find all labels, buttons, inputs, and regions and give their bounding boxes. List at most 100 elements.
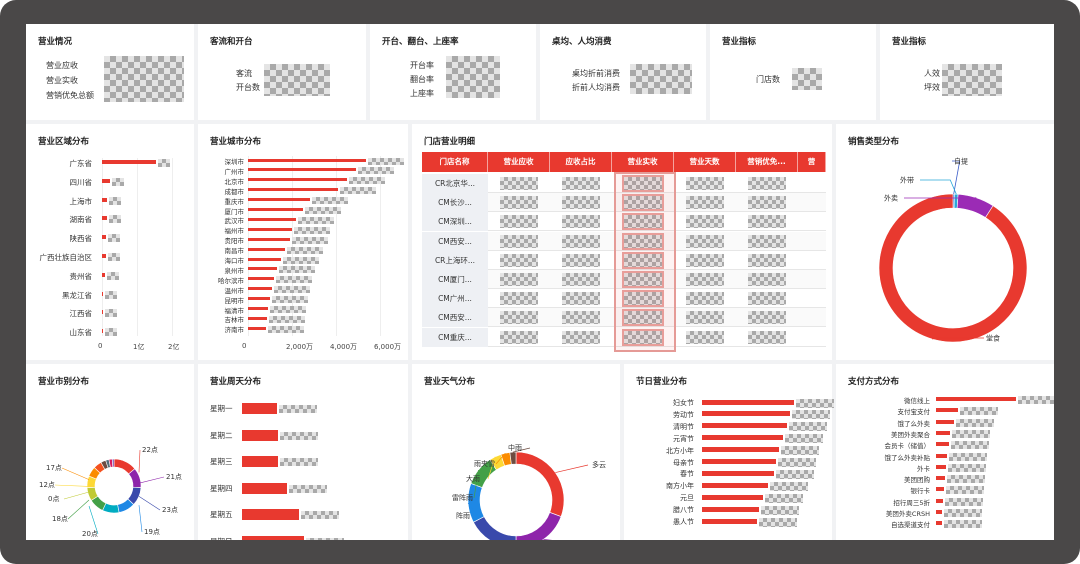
city-bar[interactable]: [248, 188, 339, 192]
column-header[interactable]: 营: [798, 152, 826, 172]
weather-slice[interactable]: [515, 451, 565, 517]
table-row[interactable]: CM重庆...: [422, 327, 826, 347]
table-row[interactable]: CM长沙...: [422, 193, 826, 213]
weather-slice[interactable]: [467, 483, 485, 523]
region-bar[interactable]: [102, 160, 157, 164]
city-bar[interactable]: [248, 158, 366, 162]
city-bar[interactable]: [248, 247, 286, 251]
city-bar[interactable]: [248, 168, 356, 172]
city-bar[interactable]: [248, 316, 267, 320]
region-bar[interactable]: [102, 272, 106, 277]
masked-value: [686, 292, 724, 306]
gridline: [248, 156, 249, 336]
weekday-bar[interactable]: [242, 456, 279, 467]
hourly-slice[interactable]: [111, 458, 115, 468]
city-bar[interactable]: [248, 297, 270, 301]
sales-type-slice[interactable]: [878, 193, 1028, 343]
holiday-bar[interactable]: [702, 482, 769, 488]
weekday-bar[interactable]: [242, 509, 300, 520]
city-bar[interactable]: [248, 326, 266, 330]
column-header[interactable]: 门店名称: [422, 152, 488, 172]
kpi-label: 上座率: [410, 89, 434, 98]
city-category-label: 重庆市: [224, 197, 245, 206]
masked-value: [288, 484, 327, 493]
region-bar[interactable]: [102, 254, 107, 258]
weekday-bar[interactable]: [242, 535, 304, 540]
column-header[interactable]: 营销优免...: [736, 152, 798, 172]
payment-category-label: 招行周三5折: [893, 498, 930, 507]
region-bar[interactable]: [102, 178, 110, 183]
city-bar[interactable]: [248, 237, 290, 241]
payment-bar[interactable]: [936, 419, 954, 424]
payment-bar[interactable]: [936, 442, 949, 447]
payment-bar[interactable]: [936, 453, 948, 458]
payment-bar[interactable]: [936, 430, 951, 435]
masked-value: [108, 215, 121, 224]
holiday-bar[interactable]: [702, 506, 760, 512]
city-bar[interactable]: [248, 198, 310, 202]
weather-slice[interactable]: [509, 451, 517, 465]
payment-bar[interactable]: [936, 498, 944, 503]
leader-line: [495, 452, 506, 465]
store-table[interactable]: 门店名称 营业应收 应收占比 营业实收 营业天数 营销优免... 营 CR北京华... CM长沙…: [422, 152, 826, 352]
payment-bar[interactable]: [936, 487, 944, 492]
weekday-bar[interactable]: [242, 403, 277, 414]
column-header[interactable]: 营业实收: [612, 152, 674, 172]
table-row[interactable]: CM广州...: [422, 289, 826, 309]
city-bar[interactable]: [248, 257, 281, 261]
city-bar[interactable]: [248, 307, 268, 310]
weather-slice[interactable]: [473, 516, 517, 540]
holiday-bar[interactable]: [702, 411, 791, 417]
table-row[interactable]: CM厦门...: [422, 270, 826, 289]
table-row[interactable]: CM西安...: [422, 308, 826, 328]
payment-bar[interactable]: [936, 521, 942, 526]
masked-value: [686, 330, 724, 344]
weekday-bar[interactable]: [242, 429, 279, 441]
holiday-bar[interactable]: [702, 494, 763, 500]
masked-value: [562, 330, 600, 344]
table-row[interactable]: CM西安...: [422, 231, 826, 251]
holiday-bar[interactable]: [702, 399, 794, 405]
leader-line: [138, 505, 143, 533]
masked-value: [269, 306, 306, 313]
holiday-bar[interactable]: [702, 447, 780, 453]
masked-value: [105, 290, 118, 299]
payment-bar[interactable]: [936, 408, 959, 413]
region-bar[interactable]: [102, 197, 108, 202]
city-bar[interactable]: [248, 267, 277, 271]
weekday-bar[interactable]: [242, 482, 287, 494]
city-bar[interactable]: [248, 217, 297, 221]
table-row[interactable]: CR上海环...: [422, 250, 826, 270]
region-bar[interactable]: [102, 291, 104, 296]
city-bar[interactable]: [248, 287, 273, 291]
table-row[interactable]: CR北京华...: [422, 174, 826, 193]
holiday-bar[interactable]: [702, 459, 776, 464]
holiday-bar[interactable]: [702, 423, 787, 429]
column-header[interactable]: 营业天数: [674, 152, 736, 172]
payment-bar[interactable]: [936, 464, 946, 469]
city-bar[interactable]: [248, 178, 347, 182]
weather-slice[interactable]: [515, 512, 562, 540]
payment-bar[interactable]: [936, 397, 1016, 401]
holiday-category-label: 北方小年: [666, 446, 694, 455]
column-header[interactable]: 应收占比: [550, 152, 612, 172]
city-bar[interactable]: [248, 227, 292, 231]
payment-bar[interactable]: [936, 476, 945, 481]
leader-line: [473, 470, 479, 499]
city-bar[interactable]: [248, 277, 275, 281]
region-bar[interactable]: [102, 216, 107, 221]
chart-city: 营业城市分布 0 2,000万 4,000万 6,000万 深圳市 广州市 北京市 成都市 重庆…: [198, 124, 408, 360]
payment-bar[interactable]: [936, 510, 943, 514]
table-row[interactable]: CM深圳...: [422, 212, 826, 232]
region-bar[interactable]: [102, 310, 104, 315]
leader-line: [61, 467, 90, 480]
city-bar[interactable]: [248, 208, 303, 211]
column-header[interactable]: 营业应收: [488, 152, 550, 172]
region-bar[interactable]: [102, 235, 107, 240]
holiday-bar[interactable]: [702, 435, 783, 441]
masked-value: [305, 207, 341, 214]
holiday-bar[interactable]: [702, 470, 774, 476]
region-bar[interactable]: [102, 329, 104, 334]
holiday-bar[interactable]: [702, 518, 758, 524]
